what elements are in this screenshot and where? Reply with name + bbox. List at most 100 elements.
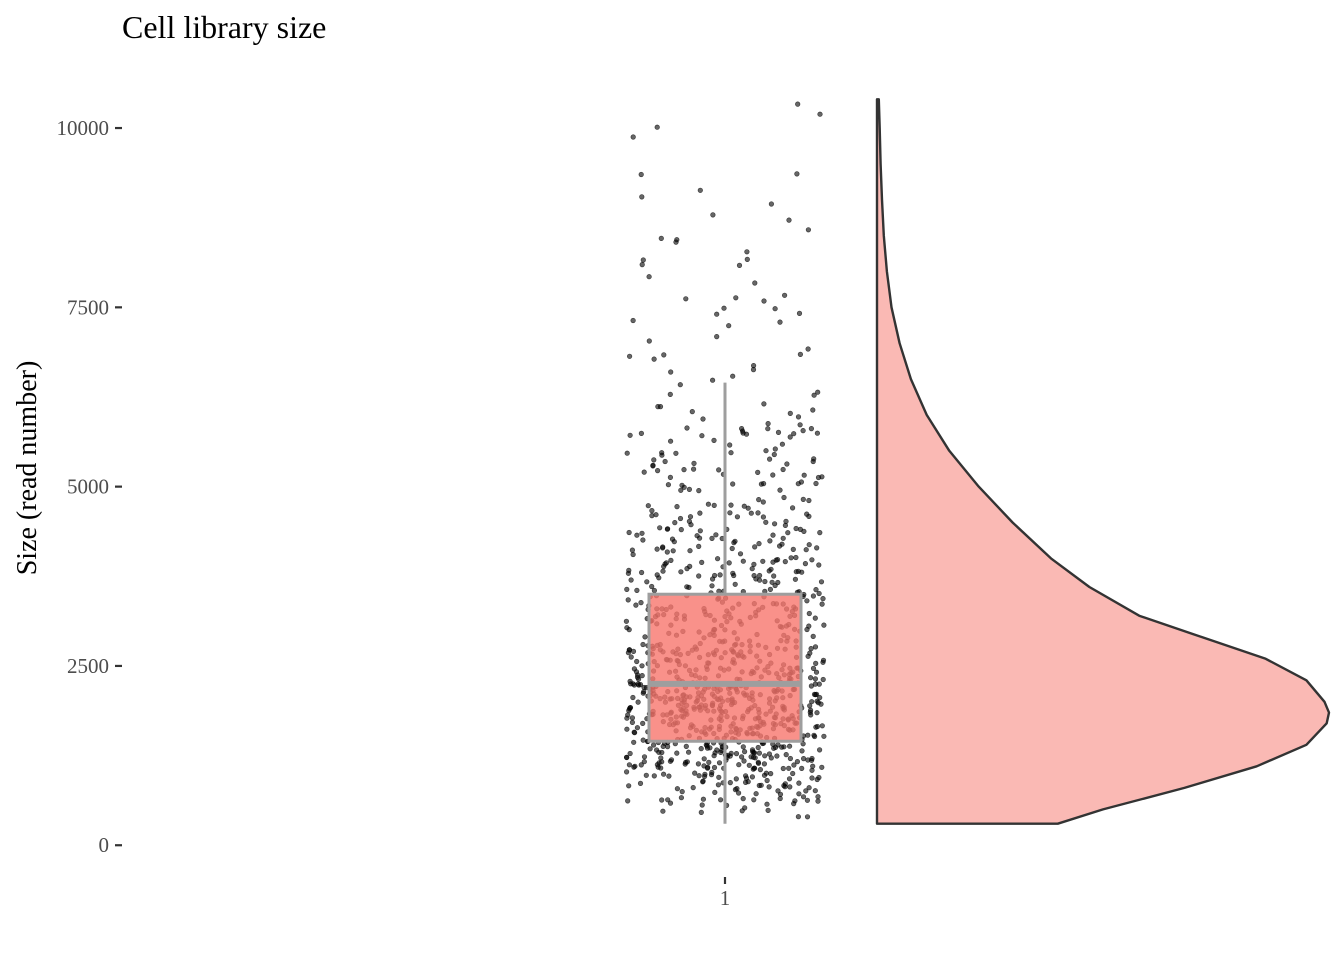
data-point xyxy=(727,510,733,516)
data-point xyxy=(804,626,810,633)
data-point xyxy=(629,719,636,726)
data-point xyxy=(734,514,741,520)
data-point xyxy=(673,450,679,456)
data-point xyxy=(678,795,685,801)
data-point xyxy=(784,461,790,467)
data-point xyxy=(711,753,717,759)
data-point xyxy=(814,776,820,783)
data-point xyxy=(740,558,746,564)
data-point xyxy=(699,433,705,439)
data-point xyxy=(813,660,819,667)
data-point xyxy=(631,729,637,735)
data-point xyxy=(755,510,761,516)
data-point xyxy=(745,505,751,511)
data-point xyxy=(666,773,672,779)
data-point xyxy=(791,800,797,807)
data-point xyxy=(634,532,640,538)
data-point xyxy=(665,797,671,803)
data-point xyxy=(734,785,740,792)
data-point xyxy=(728,450,734,456)
data-point xyxy=(781,782,787,789)
data-point xyxy=(811,392,817,398)
data-point xyxy=(649,508,655,514)
y-tick-label: 2500 xyxy=(67,654,109,678)
data-point xyxy=(746,762,752,768)
data-point xyxy=(810,593,817,599)
data-point xyxy=(795,414,802,420)
data-point xyxy=(630,681,636,687)
data-point xyxy=(790,770,796,777)
data-point xyxy=(789,505,796,511)
data-point xyxy=(783,751,789,758)
data-point xyxy=(763,448,769,454)
data-point xyxy=(626,529,632,536)
data-point xyxy=(777,487,783,493)
data-point xyxy=(630,134,636,140)
data-point xyxy=(772,446,778,452)
data-point xyxy=(644,579,650,585)
data-point xyxy=(657,525,663,531)
data-point xyxy=(750,766,756,772)
data-point xyxy=(665,482,672,488)
data-point xyxy=(698,745,704,752)
data-point xyxy=(795,568,802,574)
data-point xyxy=(771,521,778,527)
data-point xyxy=(786,743,793,749)
data-point xyxy=(781,292,788,298)
data-point xyxy=(804,511,810,517)
data-point xyxy=(623,618,630,624)
data-point xyxy=(715,782,722,788)
data-point xyxy=(717,572,723,578)
data-point xyxy=(781,494,787,501)
data-point xyxy=(814,723,821,730)
data-point xyxy=(758,782,764,788)
data-point xyxy=(651,457,657,463)
data-point xyxy=(678,487,684,493)
data-point xyxy=(793,554,799,561)
data-point xyxy=(805,653,811,659)
data-point xyxy=(794,758,801,765)
data-point xyxy=(794,171,800,177)
data-point xyxy=(820,676,826,683)
data-point xyxy=(664,526,671,532)
data-point xyxy=(809,699,815,705)
data-point xyxy=(647,746,653,752)
data-point xyxy=(628,577,634,583)
data-point xyxy=(668,369,674,375)
data-point xyxy=(645,503,651,509)
data-point xyxy=(809,557,815,563)
data-point xyxy=(696,573,702,579)
data-point xyxy=(730,570,736,576)
data-point xyxy=(741,748,748,755)
data-point xyxy=(634,725,641,731)
data-point xyxy=(678,569,684,575)
data-point xyxy=(640,720,646,727)
data-point xyxy=(732,538,738,544)
data-point xyxy=(815,474,822,481)
data-point xyxy=(630,694,636,701)
data-point xyxy=(768,201,775,207)
data-point xyxy=(655,764,661,770)
box-iqr xyxy=(647,592,803,743)
data-point xyxy=(639,530,645,536)
data-point xyxy=(811,732,817,738)
data-point xyxy=(629,547,636,553)
data-point xyxy=(810,633,816,640)
data-point xyxy=(819,723,825,729)
data-point xyxy=(766,784,772,790)
data-point xyxy=(679,788,685,795)
data-point xyxy=(638,171,644,178)
data-point xyxy=(800,755,807,762)
data-point xyxy=(813,669,820,675)
data-point xyxy=(664,549,670,555)
data-point xyxy=(765,807,771,814)
data-point xyxy=(813,586,819,593)
data-point xyxy=(696,543,702,550)
data-point xyxy=(625,570,632,576)
data-point xyxy=(753,791,759,797)
data-point xyxy=(780,535,786,541)
data-point xyxy=(797,351,804,358)
data-point xyxy=(633,602,639,608)
density-violin xyxy=(875,98,1331,825)
data-point xyxy=(656,575,662,581)
